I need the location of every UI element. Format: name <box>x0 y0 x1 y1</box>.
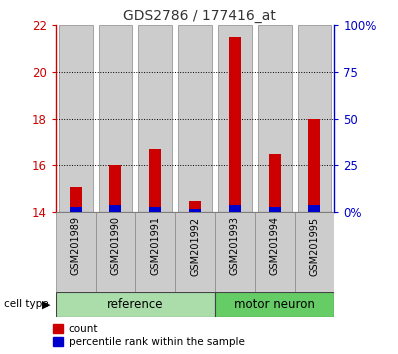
Bar <box>295 212 334 292</box>
Bar <box>59 25 92 212</box>
Bar <box>70 207 82 212</box>
Bar <box>149 149 161 212</box>
Bar <box>139 25 172 212</box>
Text: cell type: cell type <box>4 299 49 309</box>
Text: motor neuron: motor neuron <box>234 298 315 311</box>
Text: reference: reference <box>107 298 164 311</box>
Text: GSM201991: GSM201991 <box>150 216 160 275</box>
Bar <box>109 165 121 212</box>
Text: ▶: ▶ <box>41 299 50 309</box>
Bar <box>70 187 82 212</box>
Bar <box>189 209 201 212</box>
Text: GSM201994: GSM201994 <box>269 216 280 275</box>
Bar <box>269 154 281 212</box>
Bar <box>56 212 96 292</box>
Text: GSM201993: GSM201993 <box>230 216 240 275</box>
Bar <box>189 201 201 212</box>
Text: GDS2786 / 177416_at: GDS2786 / 177416_at <box>123 9 275 23</box>
Bar <box>258 25 291 212</box>
Bar <box>255 212 295 292</box>
Bar <box>308 205 320 212</box>
Bar <box>99 25 132 212</box>
Bar <box>308 119 320 212</box>
Bar <box>149 207 161 212</box>
Bar <box>229 205 241 212</box>
Bar <box>175 212 215 292</box>
Text: GSM201990: GSM201990 <box>110 216 121 275</box>
Bar <box>56 292 215 317</box>
Bar <box>109 205 121 212</box>
Bar <box>215 212 255 292</box>
Text: GSM201995: GSM201995 <box>309 216 320 275</box>
Bar <box>298 25 331 212</box>
Legend: count, percentile rank within the sample: count, percentile rank within the sample <box>53 324 244 347</box>
Text: GSM201992: GSM201992 <box>190 216 200 275</box>
Bar <box>96 212 135 292</box>
Bar <box>215 292 334 317</box>
Bar <box>218 25 252 212</box>
Bar <box>135 212 175 292</box>
Bar <box>229 36 241 212</box>
Bar <box>269 207 281 212</box>
Text: GSM201989: GSM201989 <box>70 216 81 275</box>
Bar <box>178 25 212 212</box>
